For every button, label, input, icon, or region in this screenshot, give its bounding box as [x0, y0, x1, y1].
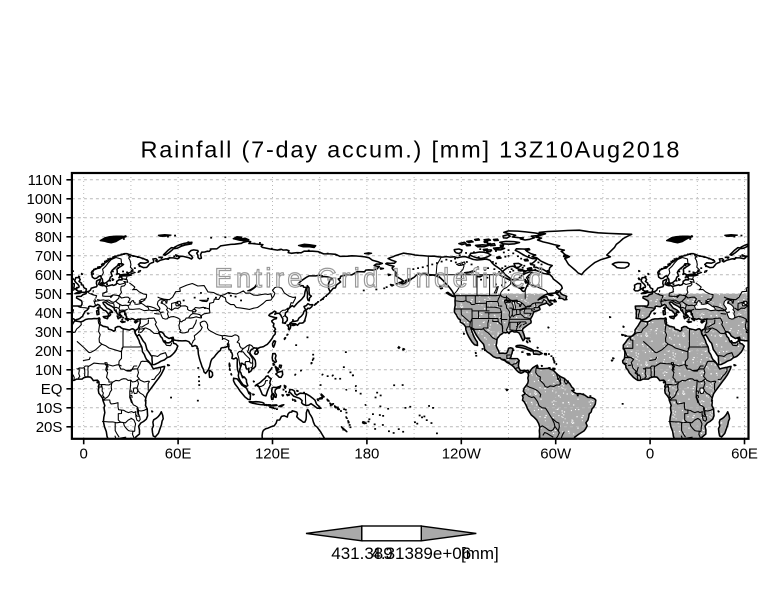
svg-text:20S: 20S: [36, 419, 63, 436]
svg-text:60E: 60E: [731, 445, 758, 462]
svg-text:30N: 30N: [35, 324, 63, 341]
svg-text:40N: 40N: [35, 305, 63, 322]
svg-text:0: 0: [646, 445, 654, 462]
svg-text:60W: 60W: [540, 445, 572, 462]
svg-text:100N: 100N: [27, 191, 63, 208]
svg-text:70N: 70N: [35, 248, 63, 265]
svg-text:110N: 110N: [28, 172, 63, 189]
svg-text:4.31389e+06: 4.31389e+06: [371, 544, 471, 563]
svg-text:80N: 80N: [35, 229, 63, 246]
svg-text:60E: 60E: [165, 445, 192, 462]
svg-text:20N: 20N: [35, 343, 63, 360]
svg-text:10N: 10N: [35, 362, 63, 379]
svg-text:120E: 120E: [255, 445, 290, 462]
svg-text:0: 0: [80, 445, 88, 462]
svg-text:Rainfall (7-day accum.) [mm] 1: Rainfall (7-day accum.) [mm] 13Z10Aug201…: [141, 137, 680, 163]
svg-text:[mm]: [mm]: [461, 544, 499, 563]
svg-text:90N: 90N: [35, 210, 63, 227]
svg-text:120W: 120W: [442, 445, 482, 462]
svg-text:180: 180: [354, 445, 379, 462]
svg-text:10S: 10S: [36, 400, 63, 417]
svg-text:EQ: EQ: [41, 381, 63, 398]
svg-text:50N: 50N: [35, 286, 63, 303]
svg-text:431.389: 431.389: [331, 544, 392, 563]
svg-text:60N: 60N: [35, 267, 63, 284]
